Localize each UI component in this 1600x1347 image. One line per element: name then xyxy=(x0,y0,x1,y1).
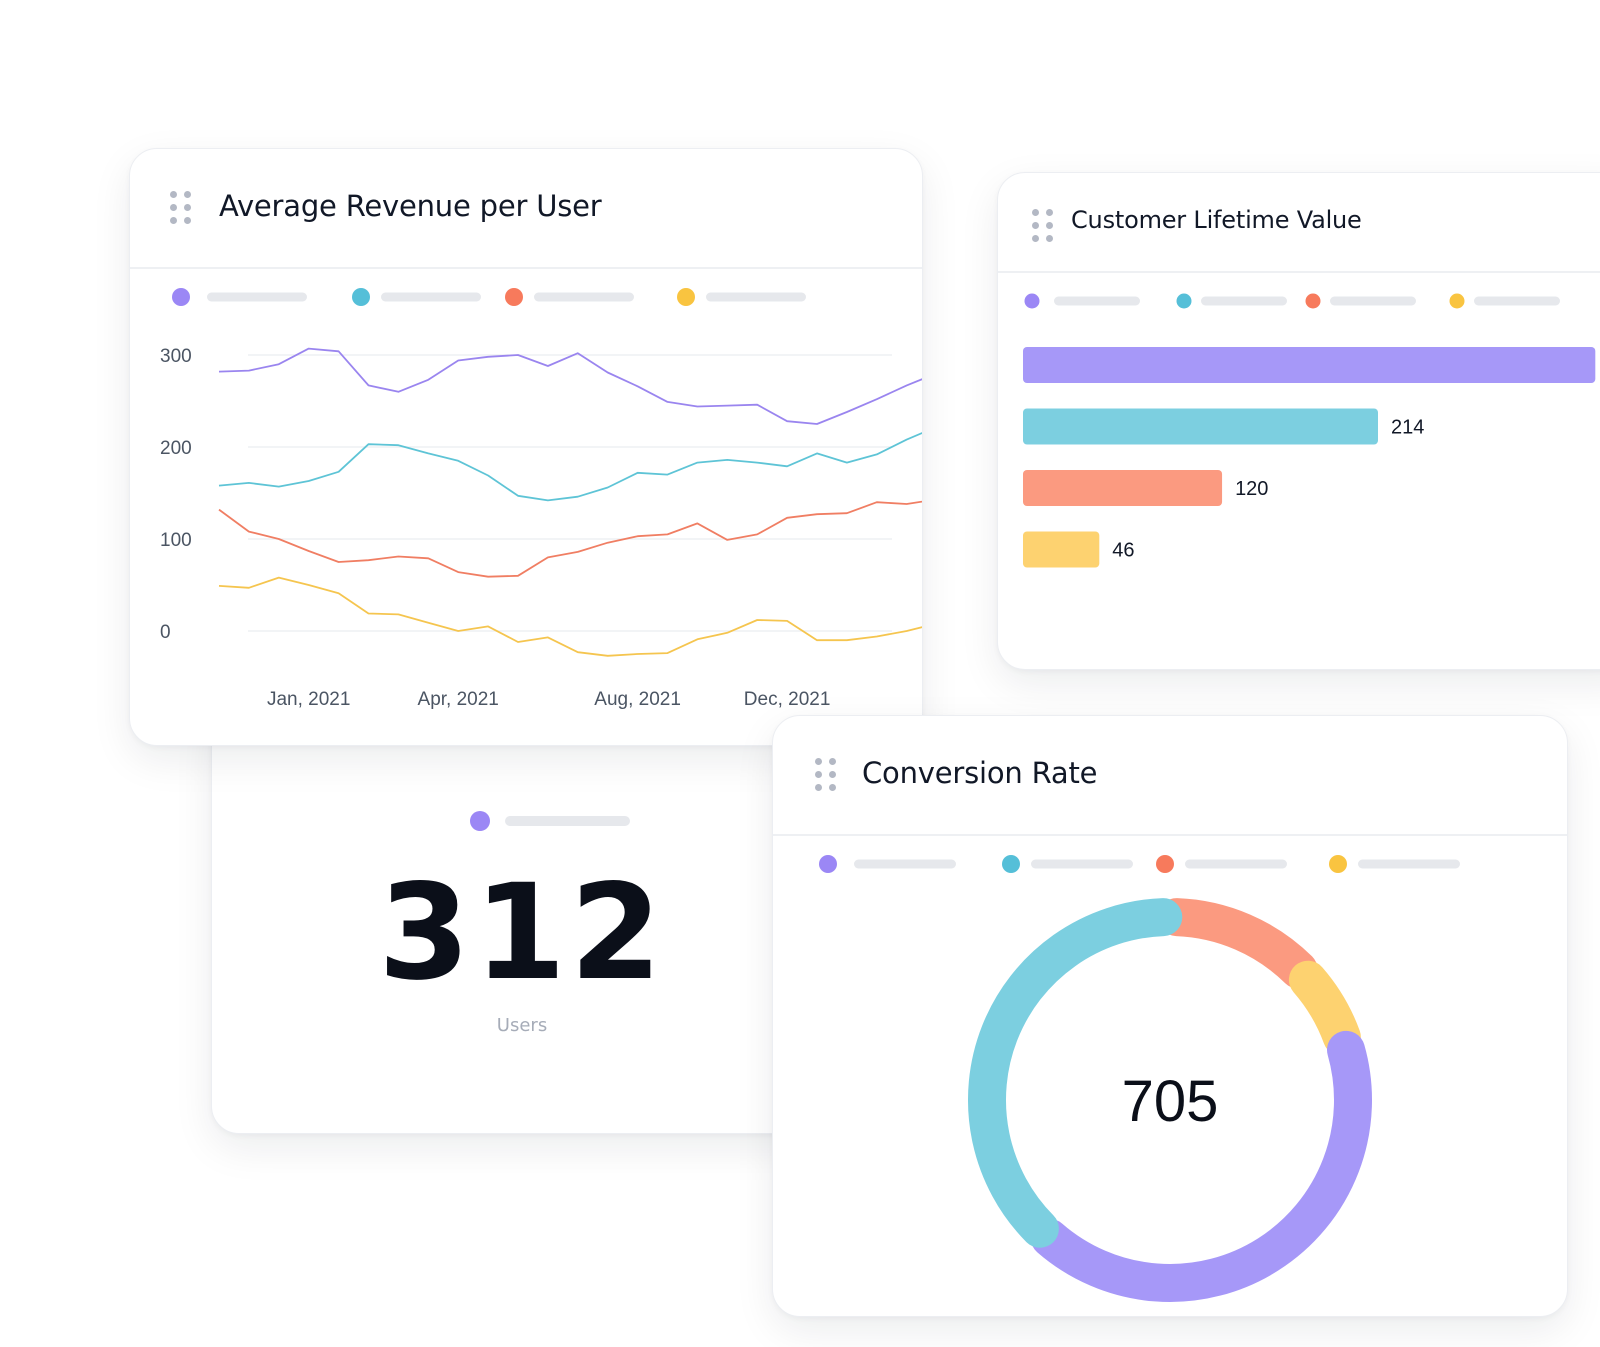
y-tick-label: 300 xyxy=(160,346,192,367)
arpu-card: Average Revenue per User 0 100 200 300 Jan, … xyxy=(129,148,923,746)
legend-dot-coral xyxy=(1156,855,1174,873)
legend-dot-coral xyxy=(1305,293,1321,309)
y-tick-label: 0 xyxy=(160,622,171,643)
x-tick-label: Dec, 2021 xyxy=(744,689,831,710)
series-line-purple xyxy=(218,347,922,425)
drag-handle-icon[interactable] xyxy=(170,191,192,224)
donut-slice-cyan xyxy=(968,898,1183,1248)
clv-card-header: Customer Lifetime Value xyxy=(998,173,1600,273)
users-legend xyxy=(470,811,670,831)
arpu-line-chart: 0 100 200 300 Jan, 2021 Apr, 2021 Aug, 2021 Dec… xyxy=(160,288,922,710)
legend-placeholder-coral xyxy=(534,292,634,302)
clv-title: Customer Lifetime Value xyxy=(1071,206,1362,234)
legend-placeholder-yellow xyxy=(1474,296,1560,306)
legend-placeholder-cyan xyxy=(1201,296,1287,306)
clv-bar-chart: 321412046 xyxy=(1023,293,1596,568)
bar-value-label: 214 xyxy=(1391,417,1424,439)
users-label: Users xyxy=(496,1015,548,1036)
conversion-card: Conversion Rate 705 xyxy=(772,715,1568,1317)
legend-placeholder-cyan xyxy=(381,292,481,302)
conversion-title: Conversion Rate xyxy=(862,756,1098,790)
donut-center-value: 705 xyxy=(1122,1069,1219,1134)
bar-purple xyxy=(1023,347,1596,383)
legend-placeholder-purple xyxy=(505,816,630,826)
legend-placeholder-cyan xyxy=(1031,859,1133,869)
legend-dot-coral xyxy=(505,288,523,306)
legend-dot-yellow xyxy=(1329,855,1347,873)
donut-slice-purple xyxy=(1030,1030,1372,1302)
users-card: 312 Users xyxy=(211,700,833,1134)
y-tick-label: 200 xyxy=(160,438,192,459)
conversion-card-header: Conversion Rate xyxy=(773,716,1567,836)
arpu-title: Average Revenue per User xyxy=(219,189,602,223)
bar-cyan xyxy=(1023,408,1378,445)
drag-handle-icon[interactable] xyxy=(1032,209,1054,242)
legend-dot-yellow xyxy=(677,288,695,306)
donut-slice-yellow xyxy=(1288,960,1361,1057)
legend-dot-cyan xyxy=(1176,293,1192,309)
conversion-donut-chart: 705 xyxy=(819,855,1460,1302)
users-count: 312 xyxy=(378,856,666,1010)
legend-placeholder-purple xyxy=(854,859,956,869)
bar-yellow xyxy=(1023,531,1100,568)
bar-value-label: 120 xyxy=(1235,478,1268,500)
bar-coral xyxy=(1023,470,1223,506)
legend-dot-cyan xyxy=(1002,855,1020,873)
arpu-card-header: Average Revenue per User xyxy=(130,149,922,269)
x-tick-label: Apr, 2021 xyxy=(418,689,499,710)
legend-placeholder-coral xyxy=(1330,296,1416,306)
series-line-coral xyxy=(218,500,922,578)
series-line-cyan xyxy=(218,432,922,502)
legend-placeholder-coral xyxy=(1185,859,1287,869)
legend-dot-purple xyxy=(819,855,837,873)
legend-dot-yellow xyxy=(1449,293,1465,309)
x-tick-label: Jan, 2021 xyxy=(267,689,350,710)
legend-placeholder-purple xyxy=(207,292,307,302)
donut-slice-coral xyxy=(1157,898,1318,989)
y-tick-label: 100 xyxy=(160,530,192,551)
legend-dot-purple xyxy=(1024,293,1040,309)
bar-value-label: 46 xyxy=(1112,540,1134,562)
series-line-yellow xyxy=(218,576,922,657)
legend-dot-purple xyxy=(470,811,490,831)
legend-placeholder-yellow xyxy=(1358,859,1460,869)
legend-placeholder-purple xyxy=(1054,296,1140,306)
legend-dot-cyan xyxy=(352,288,370,306)
drag-handle-icon[interactable] xyxy=(815,758,837,791)
legend-dot-purple xyxy=(172,288,190,306)
legend-placeholder-yellow xyxy=(706,292,806,302)
x-tick-label: Aug, 2021 xyxy=(594,689,681,710)
clv-card: Customer Lifetime Value 321412046 xyxy=(997,172,1600,670)
